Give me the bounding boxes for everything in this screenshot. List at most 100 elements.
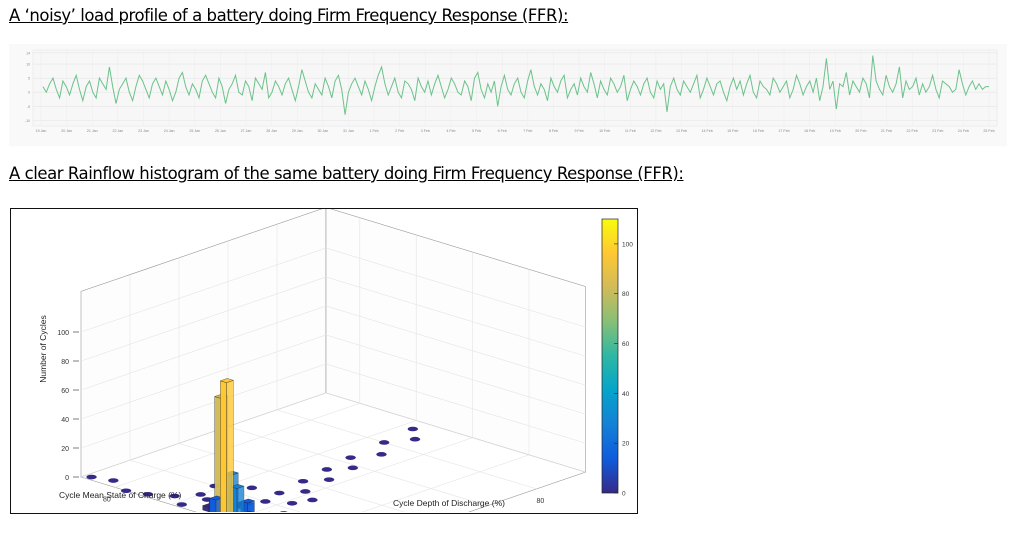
load-profile-chart: -10 -5 0 5 10 14 19 Jan 20 Jan 21 Jan 22 Jan 23 J… xyxy=(9,44,1007,146)
dod-tick-label: 80 xyxy=(537,498,545,505)
y-tick-label: 5 xyxy=(28,77,30,81)
floor-cell xyxy=(407,426,419,432)
floor-cell xyxy=(279,511,288,512)
x-tick-label: 13 Feb xyxy=(676,129,687,133)
load-profile-heading: A ‘noisy’ load profile of a battery doin… xyxy=(9,6,569,25)
x-tick-label: 24 Feb xyxy=(958,129,969,133)
histogram-bar-side xyxy=(236,485,245,512)
z-tick-label: 80 xyxy=(61,359,69,366)
floor-cell xyxy=(323,477,335,482)
floor-cell xyxy=(300,489,311,494)
x-tick-label: 12 Feb xyxy=(650,129,661,133)
floor-cell xyxy=(307,497,318,503)
y-tick-label: 10 xyxy=(26,63,30,67)
floor-cell xyxy=(409,436,421,442)
floor-cell xyxy=(297,478,309,484)
z-gridline xyxy=(80,247,586,333)
x-tick-label: 2 Feb xyxy=(395,129,404,133)
colorbar: 0 20 40 60 80 100 xyxy=(601,218,633,498)
x-tick-label: 3 Feb xyxy=(421,129,430,133)
x-tick-label: 30 Jan xyxy=(317,129,328,133)
histogram-bar-top xyxy=(245,510,253,512)
x-tick-label: 18 Feb xyxy=(804,129,815,133)
z-gridline xyxy=(80,392,586,478)
colorbar-tick-label: 60 xyxy=(622,341,630,348)
floor-cell xyxy=(260,499,271,504)
floor-cell xyxy=(345,455,356,460)
z-axis-label: Number of Cycles xyxy=(38,315,48,383)
floor-cell xyxy=(86,474,97,480)
x-tick-label: 28 Jan xyxy=(266,129,277,133)
x-tick-label: 19 Feb xyxy=(830,129,841,133)
x-tick-label: 31 Jan xyxy=(343,129,354,133)
floor-cell xyxy=(169,493,180,499)
floor-cell xyxy=(286,500,298,506)
histogram-bar xyxy=(220,380,227,512)
x-tick-label: 26 Jan xyxy=(215,129,226,133)
x-tick-label: 15 Feb xyxy=(727,129,738,133)
histogram-bar-top xyxy=(219,378,234,383)
floor-cell xyxy=(120,488,132,494)
y-tick-label: -10 xyxy=(25,119,30,123)
floor-cell xyxy=(376,452,387,457)
floor-cell xyxy=(108,478,119,483)
colorbar-tick-label: 0 xyxy=(622,491,626,498)
x-axis-label: Cycle Mean State of Charge (%) xyxy=(59,490,182,500)
floor-cell xyxy=(347,465,359,471)
histogram-bar xyxy=(209,497,217,512)
x-tick-label: 22 Feb xyxy=(907,129,918,133)
z-tick-label: 60 xyxy=(61,388,69,395)
x-tick-label: 14 Feb xyxy=(702,129,713,133)
colorbar-tick-label: 40 xyxy=(622,391,630,398)
z-tick-label: 40 xyxy=(61,417,69,424)
x-tick-label: 21 Feb xyxy=(881,129,892,133)
y-tick-label: 14 xyxy=(26,51,30,55)
colorbar-tick-label: 100 xyxy=(622,241,633,248)
rainflow-histogram-chart: 02040608010020406080020406080 Number of … xyxy=(10,208,638,514)
colorbar-gradient xyxy=(601,218,619,494)
rainflow-grid xyxy=(80,217,586,512)
x-tick-label: 27 Jan xyxy=(241,129,252,133)
load-profile-y-ticks: -10 -5 0 5 10 14 xyxy=(25,51,30,123)
x-tick-label: 16 Feb xyxy=(753,129,764,133)
x-tick-label: 8 Feb xyxy=(549,129,558,133)
floor-cell xyxy=(176,502,187,507)
histogram-bar-side xyxy=(226,380,234,512)
histogram-bar-top xyxy=(230,484,245,489)
z-tick-label: 100 xyxy=(57,330,69,337)
floor-cell xyxy=(246,485,258,491)
floor-cell xyxy=(274,490,285,496)
floor-cell xyxy=(195,492,206,497)
histogram-bar-top xyxy=(240,498,256,504)
rainflow-tick-labels: 02040608010020406080020406080 xyxy=(57,330,545,505)
floor-cell xyxy=(321,467,333,472)
load-profile-series-line xyxy=(42,55,989,115)
load-profile-x-ticks: 19 Jan 20 Jan 21 Jan 22 Jan 23 Jan 24 Jan 25 J… xyxy=(36,129,995,133)
z-gridline xyxy=(80,305,586,391)
y-axis-label: Cycle Depth of Discharge (%) xyxy=(393,498,505,508)
z-gridline xyxy=(80,334,586,420)
x-tick-label: 23 Jan xyxy=(138,129,149,133)
x-tick-label: 22 Jan xyxy=(112,129,123,133)
x-tick-label: 21 Jan xyxy=(87,129,98,133)
colorbar-tick-label: 80 xyxy=(622,291,630,298)
z-gridline xyxy=(80,276,586,362)
x-tick-label: 10 Feb xyxy=(599,129,610,133)
x-tick-label: 11 Feb xyxy=(625,129,636,133)
floor-cell xyxy=(142,491,154,497)
colorbar-tick-label: 20 xyxy=(622,441,630,448)
x-tick-label: 25 Jan xyxy=(189,129,200,133)
z-tick-label: 0 xyxy=(65,475,69,482)
z-gridline xyxy=(80,363,586,449)
x-tick-label: 9 Feb xyxy=(574,129,583,133)
x-tick-label: 6 Feb xyxy=(498,129,507,133)
x-tick-label: 17 Feb xyxy=(778,129,789,133)
rainflow-bars xyxy=(86,378,421,512)
rainflow-heading: A clear Rainflow histogram of the same b… xyxy=(9,164,684,183)
x-tick-label: 25 Feb xyxy=(983,129,994,133)
x-tick-label: 1 Feb xyxy=(369,129,378,133)
floor-cell xyxy=(378,440,390,445)
x-tick-label: 24 Jan xyxy=(164,129,175,133)
y-tick-label: -5 xyxy=(27,105,30,109)
histogram-bar xyxy=(214,396,222,512)
